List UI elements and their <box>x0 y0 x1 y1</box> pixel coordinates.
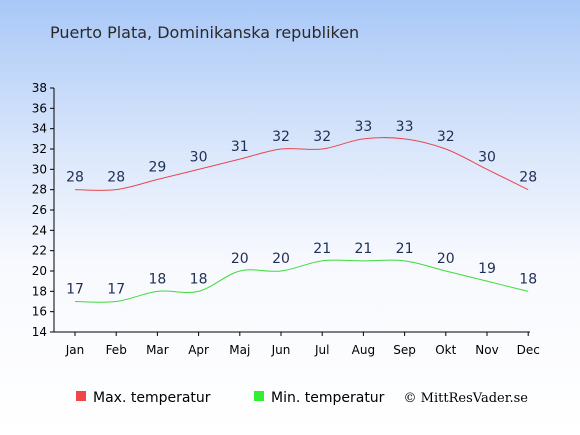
legend-label-min: Min. temperatur <box>271 390 385 406</box>
legend-swatch-max <box>76 391 86 401</box>
data-label-min: 21 <box>396 241 414 257</box>
data-label-min: 18 <box>519 271 537 287</box>
legend-label-max: Max. temperatur <box>93 390 211 406</box>
x-tick-label: Nov <box>475 343 498 357</box>
x-tick-label: Jul <box>314 343 329 357</box>
series-layer: 28 28 29 30 31 32 32 33 33 32 30 28 17 17 18 18 20 20 21 21… <box>66 119 537 303</box>
y-tick-label: 16 <box>32 305 47 319</box>
data-label-max: 32 <box>313 129 331 145</box>
data-label-min: 18 <box>148 271 166 287</box>
x-tick-label: Aug <box>352 343 375 357</box>
x-tick-label: Jun <box>271 343 291 357</box>
y-tick-label: 22 <box>32 244 47 258</box>
y-tick-label: 14 <box>32 325 47 339</box>
y-tick-label: 34 <box>32 122 47 136</box>
data-label-min: 20 <box>272 251 290 267</box>
legend: Max. temperatur Min. temperatur <box>76 390 385 406</box>
data-label-min: 19 <box>478 261 496 277</box>
x-tick-label: Feb <box>106 343 127 357</box>
y-tick-label: 20 <box>32 264 47 278</box>
data-label-min: 20 <box>231 251 249 267</box>
data-label-max: 28 <box>107 170 125 186</box>
data-label-min: 21 <box>313 241 331 257</box>
y-tick-label: 28 <box>32 183 47 197</box>
y-tick-label: 26 <box>32 203 47 217</box>
y-tick-label: 32 <box>32 142 47 156</box>
axes: 14 16 18 20 22 24 26 28 30 32 34 36 38 Jan Feb Mar Apr Ma… <box>32 81 540 357</box>
data-label-min: 17 <box>66 282 84 298</box>
data-label-max: 29 <box>148 160 166 176</box>
x-tick-label: Dec <box>517 343 540 357</box>
y-tick-label: 18 <box>32 284 47 298</box>
y-tick-label: 36 <box>32 101 47 115</box>
data-label-min: 17 <box>107 282 125 298</box>
legend-swatch-min <box>254 391 264 401</box>
x-tick-label: Jan <box>65 343 85 357</box>
data-label-max: 28 <box>66 170 84 186</box>
x-tick-label: Apr <box>188 343 209 357</box>
x-tick-label: Maj <box>229 343 250 357</box>
y-tick-label: 30 <box>32 162 47 176</box>
data-label-max: 28 <box>519 170 537 186</box>
data-label-max: 32 <box>272 129 290 145</box>
y-tick-label: 24 <box>32 223 47 237</box>
data-label-max: 32 <box>437 129 455 145</box>
y-tick-label: 38 <box>32 81 47 95</box>
chart-title: Puerto Plata, Dominikanska republiken <box>50 23 359 42</box>
data-label-max: 30 <box>190 149 208 165</box>
data-label-min: 18 <box>190 271 208 287</box>
x-tick-label: Mar <box>146 343 169 357</box>
data-label-min: 20 <box>437 251 455 267</box>
data-label-min: 21 <box>354 241 372 257</box>
series-line-min <box>74 259 529 303</box>
data-label-max: 31 <box>231 139 249 155</box>
data-label-max: 30 <box>478 149 496 165</box>
credit-text: © MittResVader.se <box>404 391 529 406</box>
x-tick-label: Okt <box>435 343 456 357</box>
x-tick-label: Sep <box>393 343 416 357</box>
data-label-max: 33 <box>354 119 372 135</box>
data-label-max: 33 <box>396 119 414 135</box>
series-line-max <box>74 137 529 191</box>
